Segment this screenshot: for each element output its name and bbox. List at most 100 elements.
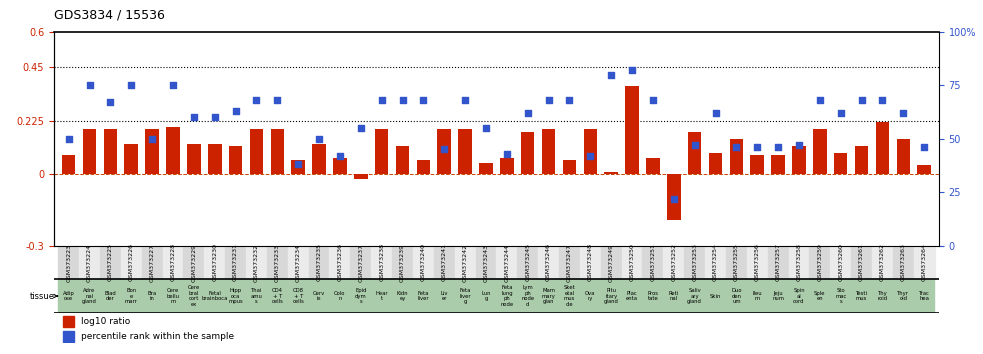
Bar <box>208 143 221 175</box>
Bar <box>350 279 372 313</box>
Point <box>687 142 703 148</box>
Text: GSM373236: GSM373236 <box>337 244 342 281</box>
Text: GSM373256: GSM373256 <box>755 244 760 281</box>
Text: GSM373232: GSM373232 <box>254 244 259 281</box>
Text: GSM373235: GSM373235 <box>317 244 321 281</box>
Bar <box>768 279 788 313</box>
Point <box>124 82 140 88</box>
Point <box>312 136 327 142</box>
Bar <box>621 246 643 279</box>
Bar <box>601 279 621 313</box>
Point <box>665 196 681 201</box>
Text: GSM373261: GSM373261 <box>859 244 864 281</box>
Text: GSM373248: GSM373248 <box>588 244 593 281</box>
Bar <box>413 246 434 279</box>
Bar <box>229 146 243 175</box>
Point <box>853 97 869 103</box>
Text: Lym
ph
node
d: Lym ph node d <box>521 285 535 307</box>
Text: GSM373247: GSM373247 <box>567 244 572 281</box>
Text: GSM373262: GSM373262 <box>880 244 885 281</box>
Point <box>561 97 577 103</box>
Bar <box>705 279 725 313</box>
Bar <box>709 153 723 175</box>
Text: GSM373263: GSM373263 <box>900 244 905 281</box>
Text: Saliv
ary
gland: Saliv ary gland <box>687 288 702 304</box>
Text: Hipp
oca
mpus: Hipp oca mpus <box>228 288 243 304</box>
Text: GSM373243: GSM373243 <box>484 244 489 281</box>
Bar <box>788 246 809 279</box>
Point <box>728 144 744 150</box>
Text: Kidn
ey: Kidn ey <box>397 291 408 302</box>
Text: GSM373230: GSM373230 <box>212 244 217 281</box>
Text: GSM373246: GSM373246 <box>547 244 551 281</box>
Text: GSM373240: GSM373240 <box>421 244 426 281</box>
Bar <box>750 155 764 175</box>
Text: percentile rank within the sample: percentile rank within the sample <box>81 332 234 341</box>
Text: GSM373252: GSM373252 <box>671 244 676 281</box>
Text: Thai
amu
s: Thai amu s <box>251 288 262 304</box>
Text: Feta
lung
ph
node: Feta lung ph node <box>500 285 513 307</box>
Text: Cere
bral
cort
ex: Cere bral cort ex <box>188 285 200 307</box>
Point <box>645 97 661 103</box>
Bar <box>542 129 555 175</box>
Text: Colo
n: Colo n <box>334 291 346 302</box>
Text: GSM373227: GSM373227 <box>149 244 154 281</box>
Bar <box>876 122 890 175</box>
Point <box>916 144 932 150</box>
Text: GSM373264: GSM373264 <box>922 244 927 281</box>
Bar <box>79 279 100 313</box>
Text: GSM373245: GSM373245 <box>525 244 530 281</box>
Point <box>896 110 911 116</box>
Bar <box>392 246 413 279</box>
Bar <box>350 246 372 279</box>
Point <box>165 82 181 88</box>
Text: Epid
dym
s: Epid dym s <box>355 288 367 304</box>
Bar <box>729 139 743 175</box>
Text: Feta
liver
g: Feta liver g <box>459 288 471 304</box>
Bar <box>580 279 601 313</box>
Text: Thyr
oid: Thyr oid <box>897 291 909 302</box>
Text: GSM373223: GSM373223 <box>66 244 71 281</box>
Text: Blad
der: Blad der <box>104 291 116 302</box>
Bar <box>664 246 684 279</box>
Text: Pitu
itary
gland: Pitu itary gland <box>604 288 618 304</box>
Bar <box>517 279 538 313</box>
Text: Pros
tate: Pros tate <box>648 291 659 302</box>
Point <box>416 97 432 103</box>
Bar <box>851 246 872 279</box>
Point <box>206 115 222 120</box>
Bar <box>625 86 639 175</box>
Text: Thy
roid: Thy roid <box>878 291 888 302</box>
Bar <box>58 279 79 313</box>
Text: log10 ratio: log10 ratio <box>81 317 130 326</box>
Point <box>749 144 765 150</box>
Text: GSM373233: GSM373233 <box>275 244 280 281</box>
Point <box>269 97 285 103</box>
Bar <box>559 279 580 313</box>
Text: CD8
+ T
cells: CD8 + T cells <box>292 288 304 304</box>
Bar <box>792 146 806 175</box>
Bar <box>309 279 329 313</box>
Text: Hear
t: Hear t <box>376 291 388 302</box>
Bar <box>664 279 684 313</box>
Text: GSM373258: GSM373258 <box>796 244 801 281</box>
Text: tissue: tissue <box>29 292 57 301</box>
Bar <box>646 158 660 175</box>
Bar <box>813 129 827 175</box>
Bar <box>225 279 246 313</box>
Bar <box>772 155 784 175</box>
Bar <box>329 246 350 279</box>
Point <box>436 147 452 152</box>
Bar <box>225 246 246 279</box>
Text: Adre
nal
gland: Adre nal gland <box>83 288 97 304</box>
Point <box>499 151 515 156</box>
Bar <box>476 246 496 279</box>
Text: GSM373241: GSM373241 <box>441 244 446 281</box>
Text: GSM373237: GSM373237 <box>358 244 364 281</box>
Bar <box>643 279 664 313</box>
Text: Bon
e
marr: Bon e marr <box>125 288 138 304</box>
Text: Sket
etal
mus
cle: Sket etal mus cle <box>563 285 575 307</box>
Bar <box>184 279 204 313</box>
Bar <box>621 279 643 313</box>
Bar <box>458 129 472 175</box>
